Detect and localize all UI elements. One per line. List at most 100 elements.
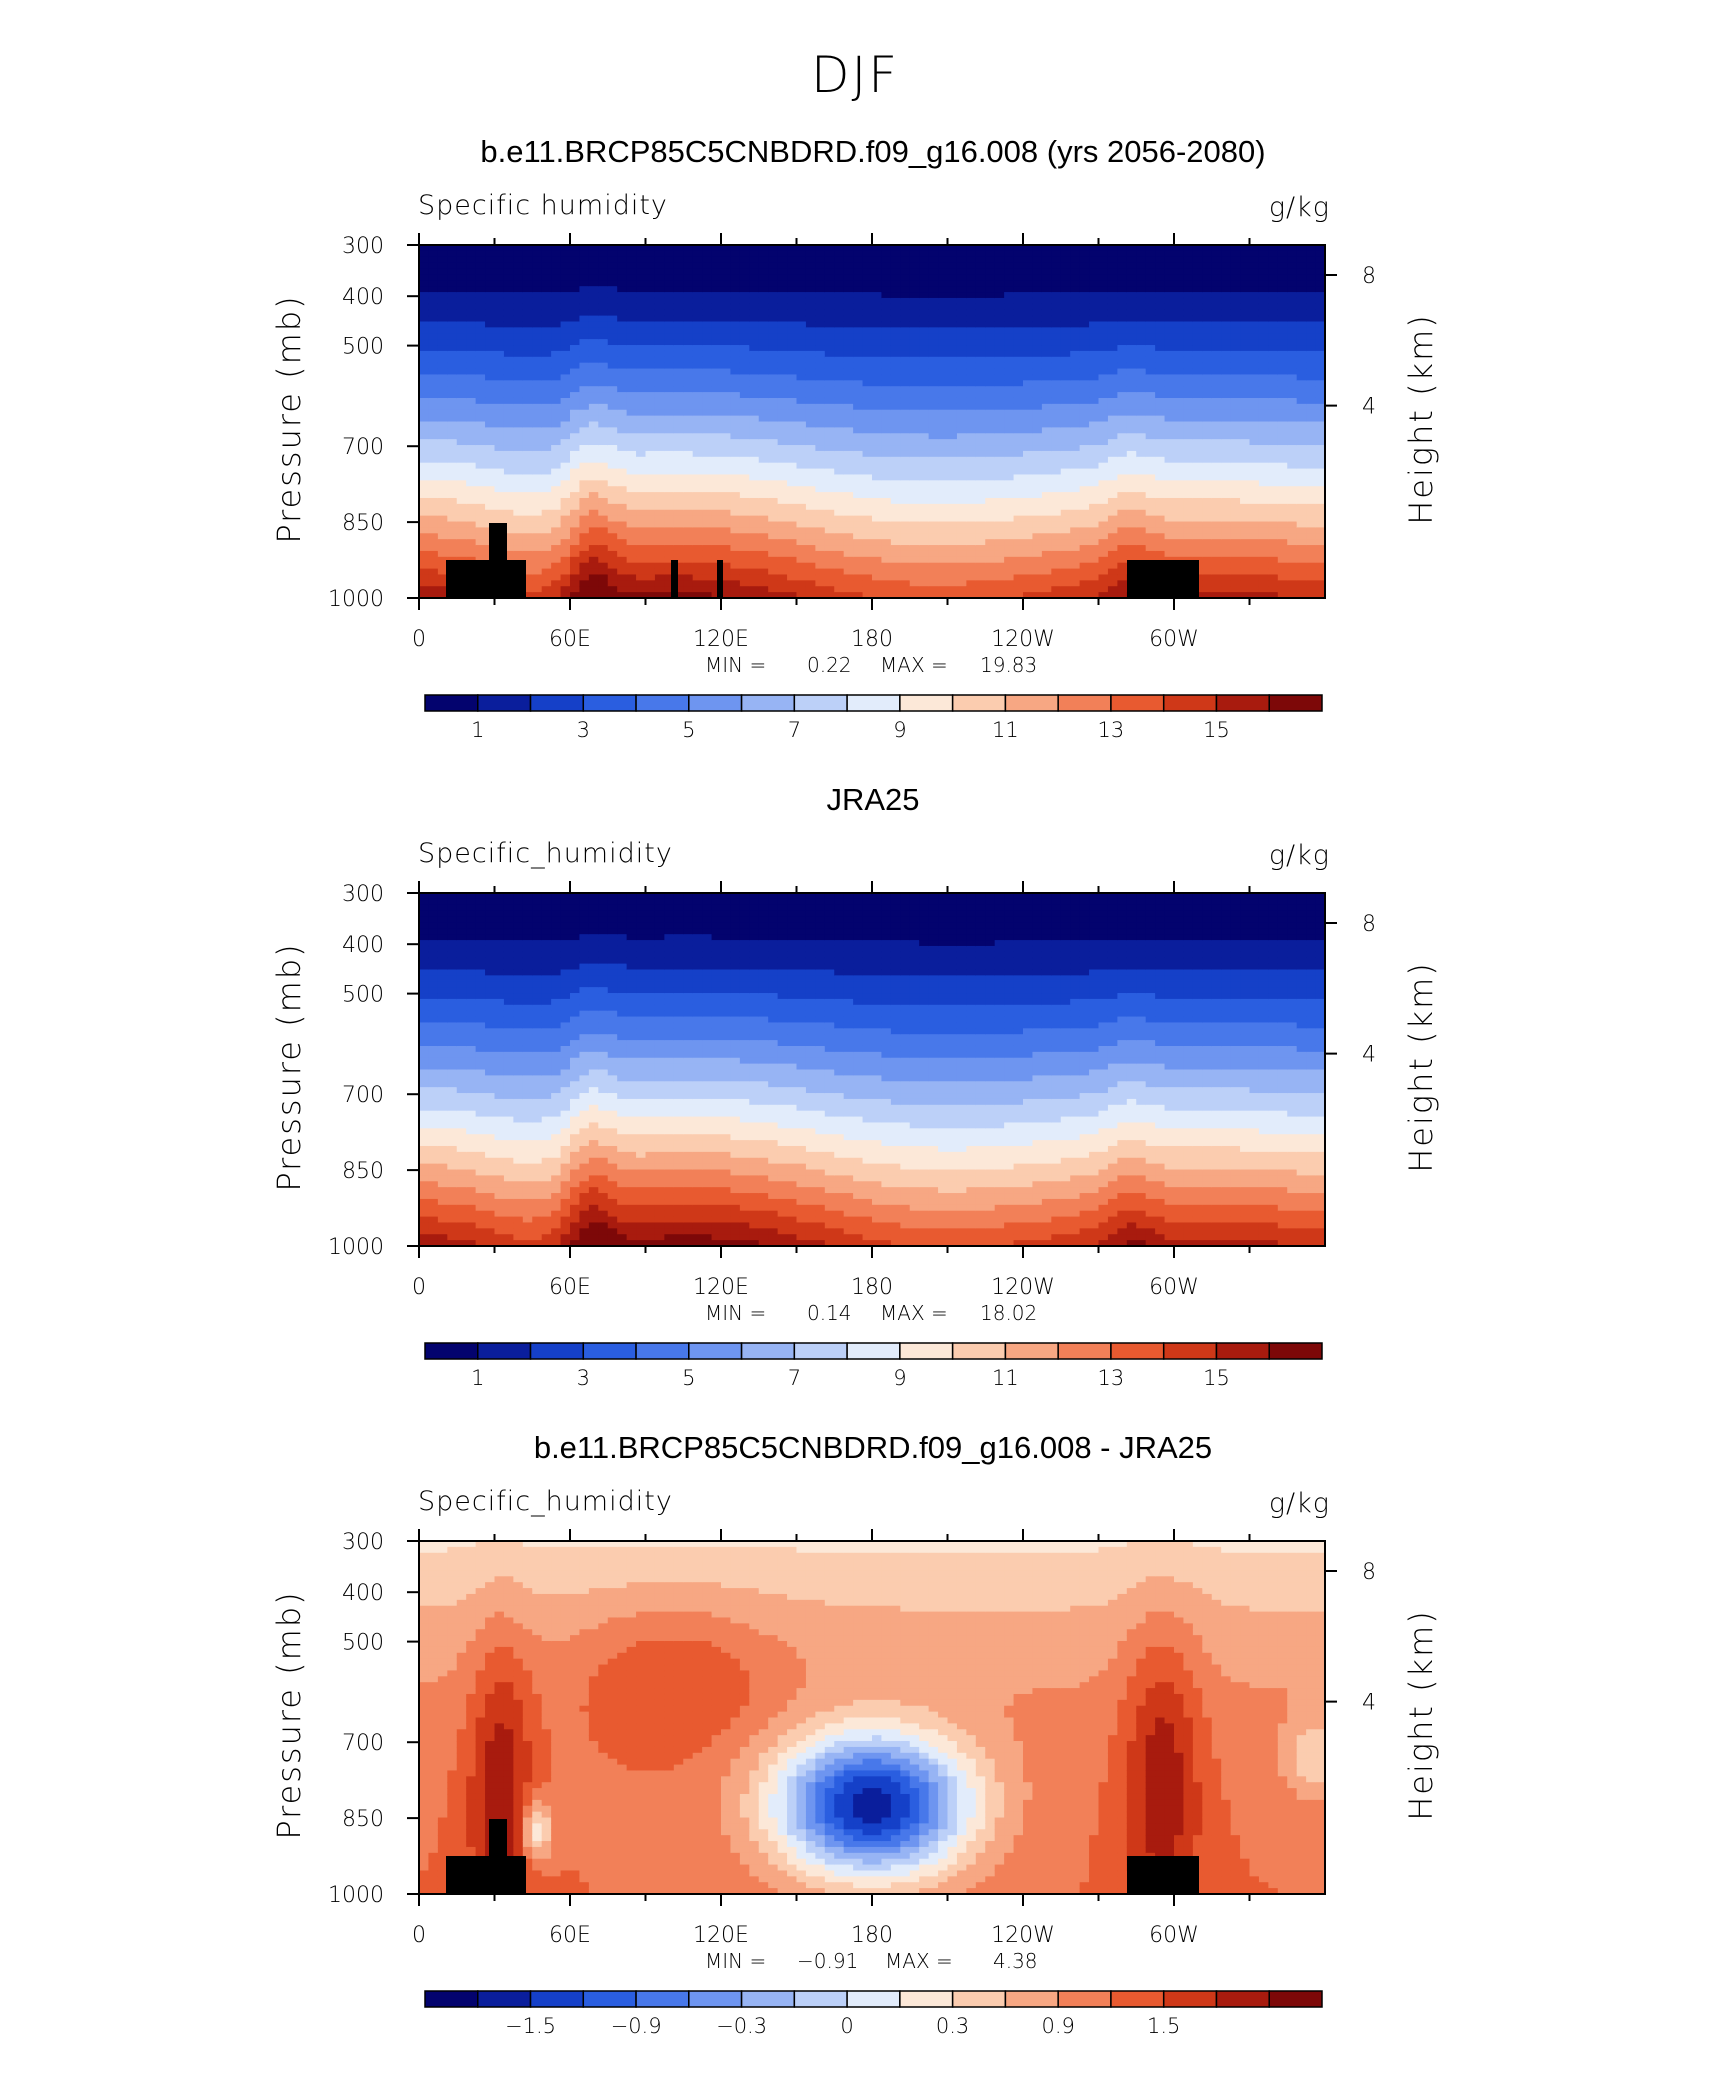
field-cell	[1042, 351, 1052, 357]
field-cell	[495, 404, 505, 410]
field-cell	[881, 416, 891, 422]
field-cell	[730, 469, 740, 475]
field-cell	[749, 504, 759, 510]
field-cell	[938, 480, 948, 486]
field-cell	[1023, 316, 1033, 322]
field-cell	[1136, 539, 1146, 545]
field-cell	[815, 280, 825, 286]
field-cell	[636, 298, 646, 304]
field-cell	[797, 586, 807, 592]
field-cell	[636, 316, 646, 322]
field-cell	[438, 480, 448, 486]
field-cell	[797, 527, 807, 533]
field-cell	[1174, 363, 1184, 369]
field-cell	[825, 404, 835, 410]
field-cell	[985, 433, 995, 439]
field-cell	[730, 586, 740, 592]
field-cell	[1174, 492, 1184, 498]
field-cell	[778, 345, 788, 351]
field-cell	[598, 374, 608, 380]
field-cell	[1061, 304, 1071, 310]
field-cell	[1183, 369, 1193, 375]
field-cell	[598, 321, 608, 327]
field-cell	[740, 304, 750, 310]
field-cell	[1108, 574, 1118, 580]
field-cell	[1099, 457, 1109, 463]
field-cell	[1061, 392, 1071, 398]
field-cell	[617, 574, 627, 580]
field-cell	[881, 427, 891, 433]
field-cell	[664, 269, 674, 275]
field-cell	[570, 574, 580, 580]
field-cell	[1089, 251, 1099, 257]
field-cell	[825, 351, 835, 357]
field-cell	[551, 310, 561, 316]
field-cell	[872, 374, 882, 380]
field-cell	[646, 316, 656, 322]
field-cell	[646, 522, 656, 528]
field-cell	[1174, 551, 1184, 557]
field-cell	[617, 533, 627, 539]
field-cell	[428, 451, 438, 457]
field-cell	[1023, 269, 1033, 275]
field-cell	[1042, 551, 1052, 557]
field-cell	[863, 516, 873, 522]
field-cell	[966, 569, 976, 575]
field-cell	[542, 510, 552, 516]
field-cell	[457, 398, 467, 404]
field-cell	[485, 457, 495, 463]
field-cell	[702, 339, 712, 345]
field-cell	[1155, 469, 1165, 475]
field-cell	[815, 492, 825, 498]
field-cell	[740, 563, 750, 569]
field-cell	[844, 574, 854, 580]
field-cell	[976, 427, 986, 433]
field-cell	[627, 451, 637, 457]
field-cell	[1099, 504, 1109, 510]
field-cell	[985, 445, 995, 451]
field-cell	[919, 557, 929, 563]
field-cell	[1099, 316, 1109, 322]
field-cell	[1099, 445, 1109, 451]
field-cell	[1117, 563, 1127, 569]
field-cell	[1032, 416, 1042, 422]
field-cell	[551, 416, 561, 422]
field-cell	[570, 339, 580, 345]
field-cell	[1136, 363, 1146, 369]
field-cell	[797, 551, 807, 557]
field-cell	[702, 269, 712, 275]
field-cell	[834, 369, 844, 375]
field-cell	[589, 445, 599, 451]
field-cell	[1193, 363, 1203, 369]
field-cell	[863, 451, 873, 457]
field-cell	[1193, 392, 1203, 398]
field-cell	[815, 392, 825, 398]
field-cell	[1014, 422, 1024, 428]
field-cell	[730, 474, 740, 480]
field-cell	[1023, 474, 1033, 480]
field-cell	[1089, 280, 1099, 286]
field-cell	[1023, 533, 1033, 539]
field-cell	[1051, 257, 1061, 263]
field-cell	[428, 427, 438, 433]
field-cell	[589, 422, 599, 428]
field-cell	[504, 404, 514, 410]
field-cell	[844, 439, 854, 445]
field-cell	[579, 404, 589, 410]
field-cell	[636, 286, 646, 292]
field-cell	[929, 563, 939, 569]
field-cell	[1155, 351, 1165, 357]
field-cell	[1193, 527, 1203, 533]
field-cell	[1089, 363, 1099, 369]
field-cell	[844, 427, 854, 433]
field-cell	[938, 445, 948, 451]
field-cell	[740, 374, 750, 380]
field-cell	[759, 269, 769, 275]
field-cell	[579, 251, 589, 257]
field-cell	[730, 386, 740, 392]
field-cell	[881, 339, 891, 345]
field-cell	[1089, 574, 1099, 580]
field-cell	[976, 404, 986, 410]
field-cell	[806, 310, 816, 316]
field-cell	[542, 480, 552, 486]
